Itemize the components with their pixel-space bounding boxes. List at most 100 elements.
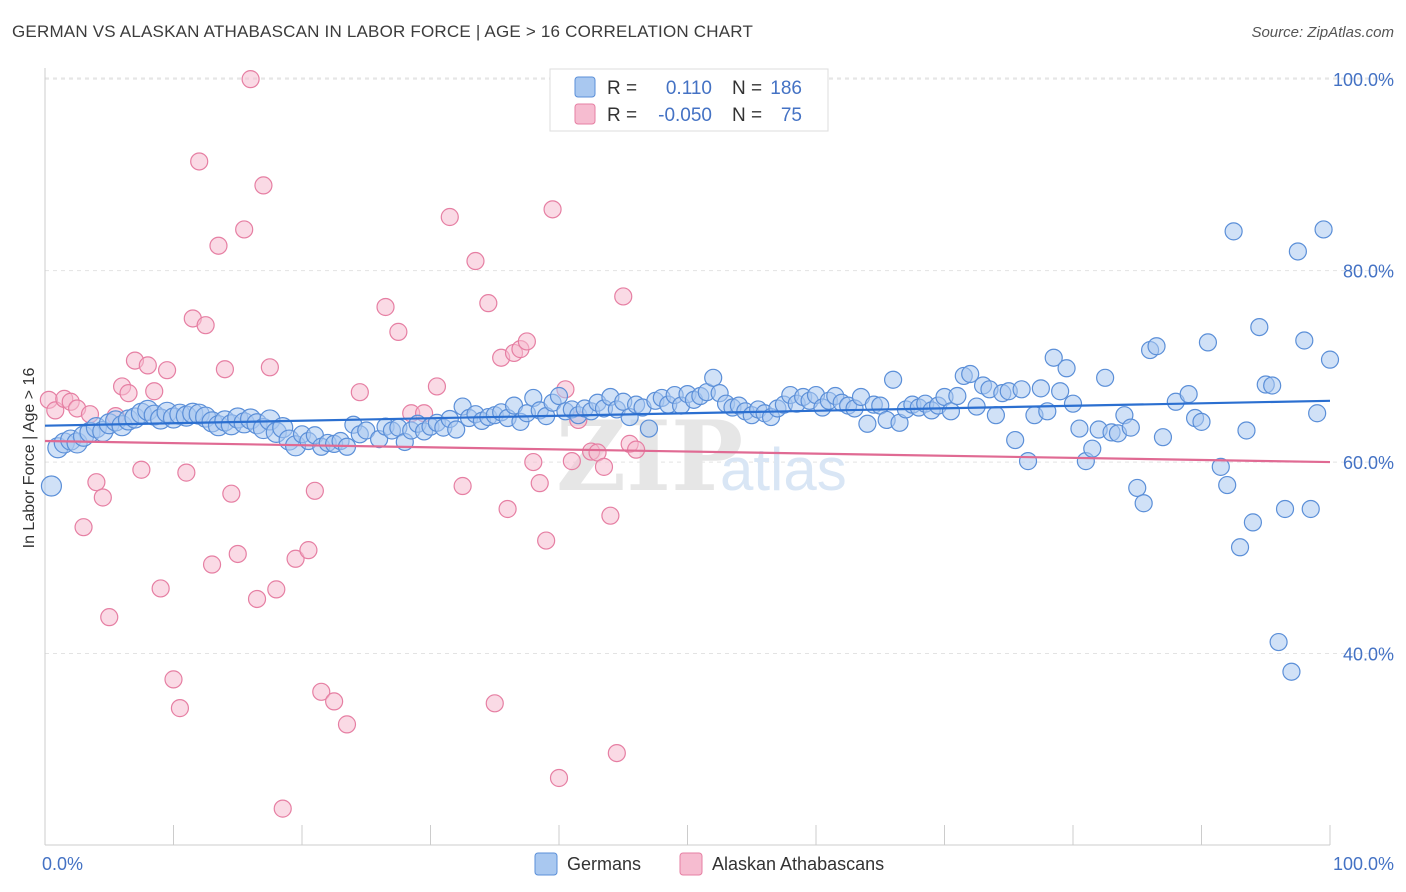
point-germans-150 [1012, 380, 1031, 399]
point-athabascans-72 [614, 287, 633, 306]
point-germans-190 [1288, 242, 1307, 261]
point-athabascans-26 [209, 236, 228, 255]
point-germans-187 [1275, 499, 1295, 519]
point-germans-139 [941, 402, 961, 421]
point-germans-188 [1269, 632, 1288, 652]
point-germans-163 [1096, 368, 1115, 387]
point-germans-49 [357, 421, 376, 440]
point-athabascans-29 [228, 544, 247, 564]
point-athabascans-33 [254, 176, 273, 195]
point-germans-158 [1063, 394, 1083, 413]
point-athabascans-65 [562, 452, 581, 471]
point-germans-146 [986, 406, 1006, 425]
point-germans-168 [1128, 478, 1147, 498]
point-athabascans-58 [517, 332, 536, 351]
point-athabascans-42 [337, 715, 357, 734]
point-athabascans-38 [299, 541, 318, 560]
point-germans-178 [1211, 457, 1230, 476]
point-germans-193 [1308, 404, 1327, 423]
point-athabascans-41 [325, 692, 344, 711]
point-germans-191 [1295, 331, 1314, 350]
legend-swatch-germans [574, 76, 596, 98]
legend-swatch-athabascans [574, 103, 596, 125]
point-athabascans-18 [157, 361, 177, 380]
legend-r-label-germans: R = [607, 78, 637, 99]
point-athabascans-50 [453, 476, 472, 496]
chart-source: Source: ZipAtlas.com [1251, 24, 1394, 41]
point-germans-179 [1218, 475, 1237, 495]
point-athabascans-27 [215, 360, 234, 379]
y-tick-label-1: 60.0% [1343, 453, 1394, 473]
trend-line-athabascans [44, 439, 1331, 464]
point-athabascans-59 [524, 452, 543, 472]
y-tick-label-3: 100.0% [1333, 70, 1394, 90]
series-legend-label-athabascans: Alaskan Athabascans [712, 854, 884, 874]
point-athabascans-20 [170, 699, 190, 718]
point-germans-142 [961, 364, 980, 384]
gridlines [45, 77, 1395, 655]
axes [44, 68, 1331, 846]
point-athabascans-19 [164, 670, 183, 689]
point-germans-182 [1237, 421, 1256, 440]
point-germans-155 [1044, 348, 1063, 367]
point-athabascans-12 [119, 384, 138, 403]
point-athabascans-62 [543, 200, 562, 219]
series-legend-swatch-germans [534, 852, 558, 876]
point-germans-140 [948, 386, 967, 406]
y-tick-label-2: 80.0% [1343, 262, 1394, 282]
point-athabascans-45 [389, 322, 408, 341]
point-germans-186 [1263, 376, 1282, 395]
point-athabascans-7 [87, 473, 106, 492]
point-athabascans-43 [350, 383, 369, 402]
point-athabascans-55 [498, 499, 517, 519]
point-athabascans-44 [376, 297, 395, 317]
legend-r-label-athabascans: R = [607, 105, 637, 126]
legend-n-label-athabascans: N = [732, 105, 762, 126]
point-germans-156 [1051, 382, 1070, 401]
series-legend-label-germans: Germans [567, 854, 641, 874]
point-athabascans-36 [273, 799, 292, 818]
point-athabascans-35 [267, 580, 286, 599]
point-athabascans-15 [138, 356, 157, 375]
legend-n-value-germans: 186 [770, 78, 802, 99]
point-germans-62 [447, 420, 466, 439]
point-athabascans-51 [466, 251, 485, 271]
point-germans-174 [1179, 385, 1198, 404]
point-athabascans-61 [537, 531, 556, 550]
point-athabascans-71 [607, 743, 626, 763]
series-legend: Germans Alaskan Athabascans [534, 852, 884, 876]
point-germans-172 [1153, 428, 1173, 447]
point-germans-151 [1018, 452, 1038, 471]
point-germans-176 [1192, 412, 1211, 431]
trend-lines [44, 399, 1331, 464]
point-germans-181 [1230, 538, 1250, 557]
series-legend-swatch-athabascans [679, 852, 703, 876]
point-athabascans-8 [93, 488, 112, 507]
point-germans-167 [1121, 418, 1140, 437]
x-tick-label-end: 100.0% [1333, 854, 1394, 874]
point-germans-159 [1070, 419, 1089, 438]
point-athabascans-23 [190, 152, 209, 171]
point-germans-92 [639, 419, 659, 438]
x-tick-label-start: 0.0% [42, 854, 83, 874]
point-athabascans-14 [132, 460, 151, 479]
point-athabascans-16 [145, 382, 164, 401]
point-athabascans-52 [479, 294, 498, 313]
chart-title: GERMAN VS ALASKAN ATHABASCAN IN LABOR FO… [12, 22, 754, 41]
y-tick-label-0: 40.0% [1343, 645, 1394, 665]
point-athabascans-60 [530, 474, 549, 493]
point-germans-130 [883, 370, 903, 389]
legend-frame [549, 68, 829, 132]
point-athabascans-69 [594, 457, 614, 476]
point-athabascans-30 [235, 220, 254, 239]
legend-n-value-athabascans: 75 [781, 105, 802, 126]
watermark-atlas: atlas [720, 436, 847, 503]
point-germans-78 [549, 386, 569, 406]
point-germans-177 [1198, 333, 1218, 352]
point-germans-169 [1134, 494, 1153, 513]
legend-n-label-germans: N = [732, 78, 762, 99]
point-athabascans-39 [305, 481, 324, 500]
point-athabascans-5 [74, 518, 93, 537]
legend-r-value-germans: 0.110 [666, 78, 712, 99]
